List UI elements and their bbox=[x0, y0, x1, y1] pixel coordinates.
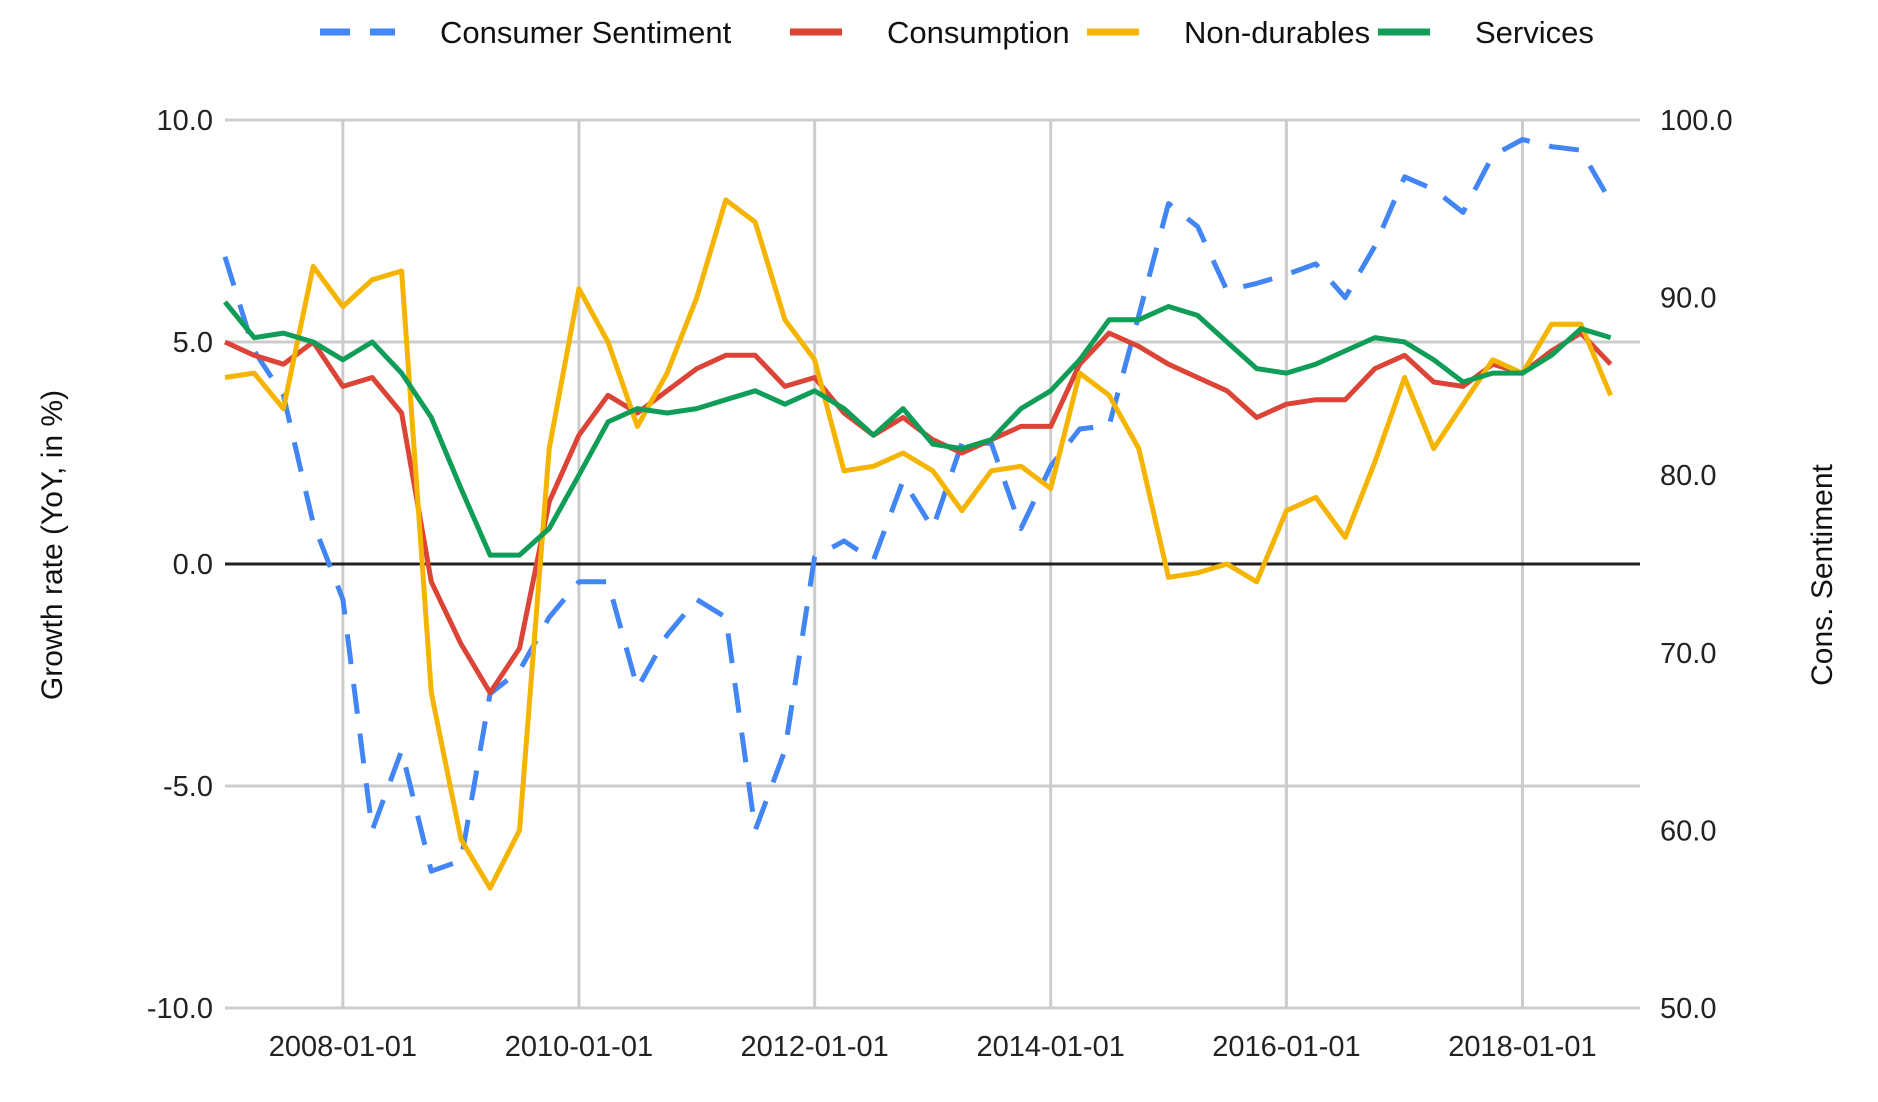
y-tick-label-right: 90.0 bbox=[1660, 283, 1716, 315]
series-line-consumer-sentiment bbox=[222, 137, 1613, 874]
y-tick-label-right: 80.0 bbox=[1660, 460, 1716, 492]
y-tick-label-left: -10.0 bbox=[147, 993, 213, 1025]
legend-label: Non-durables bbox=[1184, 15, 1370, 50]
legend: Consumer Sentiment Consumption Non-durable… bbox=[320, 15, 1594, 50]
x-tick-label: 2008-01-01 bbox=[269, 1031, 417, 1063]
y-axis-title-right: Cons. Sentiment bbox=[1806, 463, 1839, 685]
y-tick-label-left: 10.0 bbox=[157, 105, 213, 137]
y-tick-label-right: 70.0 bbox=[1660, 638, 1716, 670]
series-line-non-durables bbox=[224, 197, 1613, 891]
series-layer bbox=[222, 137, 1613, 891]
x-tick-label: 2016-01-01 bbox=[1212, 1031, 1360, 1063]
y-axis-title-left: Growth rate (YoY, in %) bbox=[36, 390, 69, 700]
y-tick-label-left: -5.0 bbox=[163, 771, 213, 803]
y-tick-label-right: 60.0 bbox=[1660, 815, 1716, 847]
x-tick-label: 2018-01-01 bbox=[1448, 1031, 1596, 1063]
legend-label: Services bbox=[1475, 15, 1594, 50]
series-line-services bbox=[223, 300, 1612, 558]
x-tick-label: 2010-01-01 bbox=[505, 1031, 653, 1063]
y-tick-label-right: 50.0 bbox=[1660, 993, 1716, 1025]
x-tick-label: 2014-01-01 bbox=[977, 1031, 1125, 1063]
axis-tick-labels: -10.0 -5.0 0.0 5.0 10.0 2008-01-01 2010-01-01 2… bbox=[147, 105, 1733, 1063]
y-tick-label-left: 0.0 bbox=[173, 549, 213, 581]
legend-label: Consumption bbox=[887, 15, 1070, 50]
y-tick-label-left: 5.0 bbox=[173, 327, 213, 359]
x-tick-label: 2012-01-01 bbox=[740, 1031, 888, 1063]
y-tick-label-right: 100.0 bbox=[1660, 105, 1733, 137]
legend-label: Consumer Sentiment bbox=[440, 15, 732, 50]
